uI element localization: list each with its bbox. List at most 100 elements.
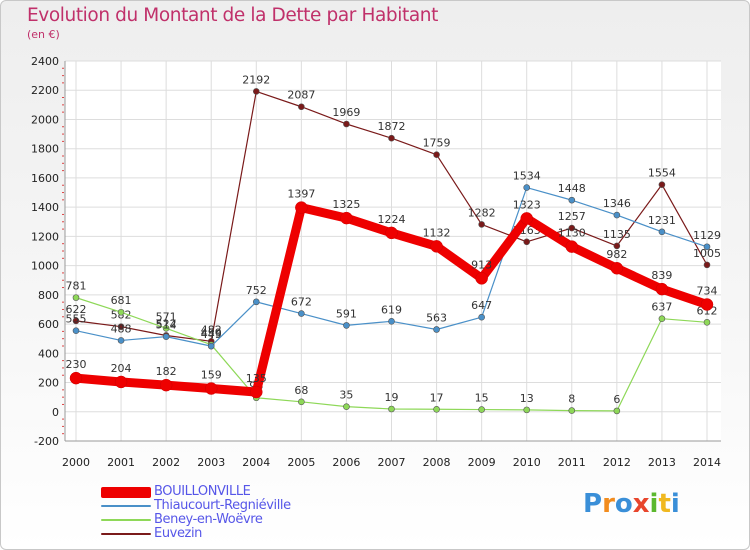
data-label-bouillonville: 1323 — [513, 198, 541, 211]
data-point-beney-en-woevre — [72, 294, 80, 301]
x-tick-label: 2009 — [468, 456, 496, 469]
legend-label: Beney-en-Woëvre — [154, 512, 263, 527]
x-tick-label: 2012 — [603, 456, 631, 469]
legend-label: Euvezin — [154, 526, 203, 541]
logo-letter: o — [614, 489, 633, 519]
data-label-bouillonville: 734 — [697, 284, 718, 297]
x-tick-label: 2004 — [242, 456, 270, 469]
x-tick-label: 2014 — [693, 456, 721, 469]
data-point-euvezin — [523, 238, 531, 246]
data-label-beney-en-woevre: 17 — [430, 391, 444, 404]
data-point-bouillonville — [655, 282, 669, 296]
plot-area — [65, 61, 721, 441]
data-label-thiaucourt-regnieville: 1448 — [558, 182, 586, 195]
data-point-euvezin — [613, 242, 621, 250]
data-point-beney-en-woevre — [703, 319, 711, 326]
proxiti-logo: Proxiti — [583, 489, 680, 519]
data-label-euvezin: 1969 — [332, 106, 360, 119]
data-label-beney-en-woevre: 681 — [111, 294, 132, 307]
data-point-bouillonville — [610, 261, 624, 275]
data-label-bouillonville: 913 — [471, 258, 492, 271]
y-tick-label: 1600 — [31, 172, 59, 185]
data-point-thiaucourt-regnieville — [252, 298, 260, 306]
y-tick-label: 1800 — [31, 143, 59, 156]
data-point-bouillonville — [250, 385, 263, 399]
data-point-euvezin — [117, 323, 125, 331]
data-point-beney-en-woevre — [568, 407, 576, 414]
data-point-euvezin — [343, 120, 350, 128]
data-label-beney-en-woevre: 571 — [156, 310, 177, 323]
x-tick-label: 2005 — [287, 456, 315, 469]
data-label-thiaucourt-regnieville: 563 — [426, 311, 447, 324]
data-label-bouillonville: 204 — [111, 362, 132, 375]
logo-letter: P — [583, 489, 603, 519]
data-label-thiaucourt-regnieville: 672 — [291, 296, 312, 309]
legend-label: Thiaucourt-Regniéville — [154, 498, 291, 513]
logo-letter: i — [649, 489, 659, 519]
data-point-beney-en-woevre — [388, 405, 395, 413]
data-label-thiaucourt-regnieville: 1231 — [648, 214, 676, 227]
data-label-euvezin: 482 — [201, 323, 222, 336]
data-label-thiaucourt-regnieville: 555 — [66, 313, 87, 326]
data-point-thiaucourt-regnieville — [433, 326, 440, 333]
data-label-bouillonville: 135 — [246, 372, 267, 385]
legend-swatch — [101, 519, 151, 521]
data-point-euvezin — [568, 224, 576, 232]
data-point-bouillonville — [430, 240, 443, 253]
x-tick-label: 2002 — [152, 456, 180, 469]
data-point-beney-en-woevre — [343, 403, 350, 410]
x-tick-label: 2011 — [558, 456, 586, 469]
data-point-euvezin — [658, 181, 666, 188]
data-label-beney-en-woevre: 781 — [66, 280, 87, 293]
legend-swatch — [101, 486, 151, 498]
data-point-euvezin — [72, 317, 80, 325]
data-label-beney-en-woevre: 35 — [339, 389, 353, 402]
data-label-euvezin: 1282 — [468, 206, 496, 219]
data-label-beney-en-woevre: 15 — [475, 392, 489, 405]
data-label-thiaucourt-regnieville: 1346 — [603, 197, 631, 210]
x-tick-label: 2003 — [197, 456, 225, 469]
data-point-euvezin — [703, 261, 711, 269]
data-label-bouillonville: 982 — [606, 248, 627, 261]
logo-letter: t — [658, 489, 671, 519]
data-point-bouillonville — [114, 375, 128, 389]
data-label-euvezin: 2087 — [287, 89, 315, 102]
data-label-bouillonville: 839 — [651, 269, 672, 282]
data-label-euvezin: 622 — [66, 303, 87, 316]
data-point-bouillonville — [340, 211, 353, 225]
data-point-bouillonville — [565, 240, 579, 253]
data-label-euvezin: 1759 — [423, 137, 451, 150]
logo-letter: x — [632, 489, 650, 519]
x-tick-label: 2001 — [107, 456, 135, 469]
x-tick-label: 2007 — [378, 456, 406, 469]
data-label-bouillonville: 159 — [201, 369, 222, 382]
x-tick-label: 2010 — [513, 456, 541, 469]
data-label-beney-en-woevre: 8 — [568, 393, 575, 406]
data-point-thiaucourt-regnieville — [388, 317, 395, 325]
data-point-beney-en-woevre — [613, 407, 621, 415]
data-point-bouillonville — [69, 371, 83, 385]
data-point-bouillonville — [295, 201, 308, 214]
y-tick-label: 1000 — [31, 260, 59, 273]
data-label-thiaucourt-regnieville: 488 — [111, 322, 132, 335]
data-point-euvezin — [252, 88, 260, 95]
data-label-beney-en-woevre: 6 — [613, 393, 620, 406]
data-label-bouillonville: 182 — [156, 365, 177, 378]
data-label-beney-en-woevre: 459 — [201, 327, 222, 340]
data-point-bouillonville — [385, 226, 398, 240]
data-point-euvezin — [298, 103, 305, 111]
y-tick-label: 1400 — [31, 201, 59, 214]
data-point-euvezin — [388, 134, 395, 142]
data-label-beney-en-woevre: 19 — [385, 391, 399, 404]
data-point-thiaucourt-regnieville — [207, 342, 215, 350]
data-point-bouillonville — [700, 298, 714, 311]
data-point-thiaucourt-regnieville — [162, 333, 170, 340]
data-point-thiaucourt-regnieville — [298, 310, 305, 317]
data-point-beney-en-woevre — [298, 398, 305, 406]
data-label-thiaucourt-regnieville: 514 — [156, 319, 177, 332]
chart-title: Evolution du Montant de la Dette par Hab… — [27, 5, 438, 26]
data-label-bouillonville: 1132 — [423, 226, 451, 239]
data-label-bouillonville: 1325 — [332, 198, 360, 211]
